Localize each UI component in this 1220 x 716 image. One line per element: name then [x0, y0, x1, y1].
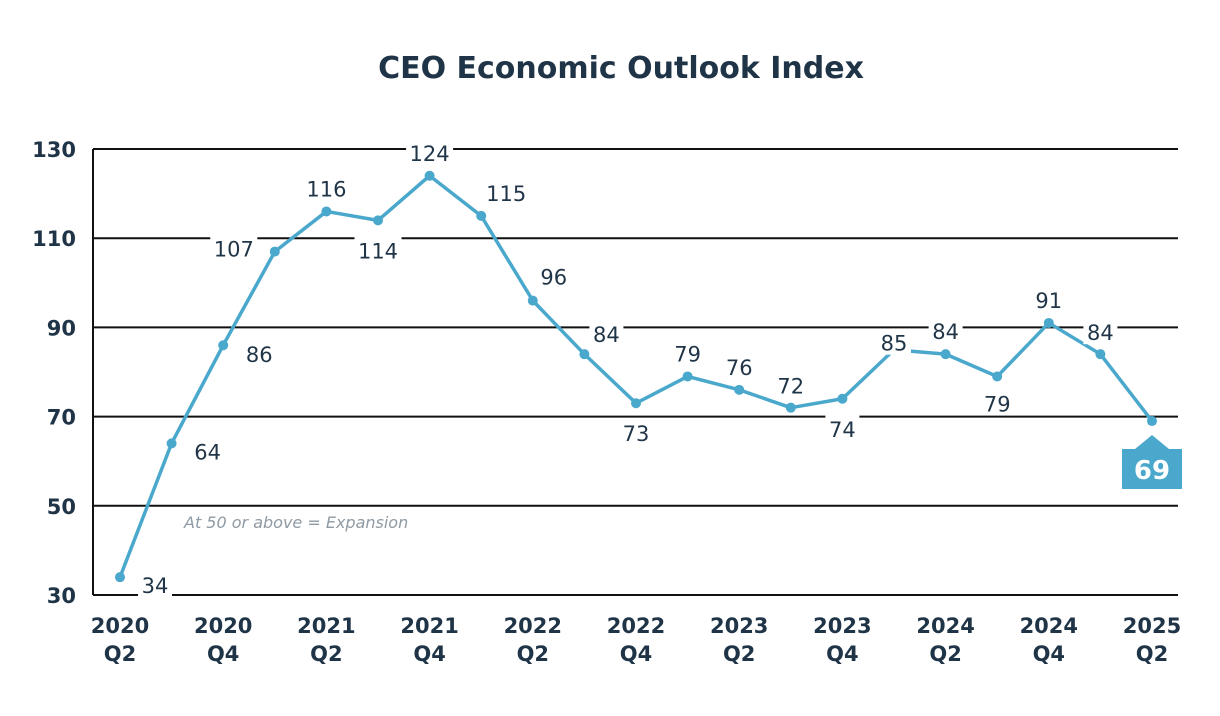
- data-label-bg: [980, 389, 1015, 416]
- data-point: [166, 438, 177, 449]
- data-label: 85: [881, 332, 908, 356]
- data-point: [424, 170, 435, 181]
- data-point: [1043, 317, 1054, 328]
- data-label: 124: [410, 142, 450, 166]
- data-point: [837, 393, 848, 404]
- data-label-bg: [670, 339, 705, 366]
- data-label-bg: [1031, 285, 1066, 312]
- x-tick-year: 2024: [1020, 614, 1078, 638]
- x-tick-quarter: Q4: [620, 642, 652, 666]
- data-point: [527, 295, 538, 306]
- data-label-bg: [406, 138, 454, 165]
- data-point: [992, 371, 1003, 382]
- data-label: 84: [593, 323, 620, 347]
- data-label: 79: [984, 392, 1011, 416]
- data-point: [682, 371, 693, 382]
- data-label-bg: [190, 437, 225, 464]
- x-tick-year: 2023: [813, 614, 871, 638]
- x-tick-year: 2020: [194, 614, 252, 638]
- data-label: 116: [306, 177, 346, 201]
- data-label-bg: [138, 571, 172, 598]
- data-label-bg: [877, 328, 911, 355]
- y-tick-label: 130: [32, 138, 76, 162]
- data-point: [785, 402, 796, 413]
- data-label: 86: [246, 343, 273, 367]
- data-label: 84: [932, 320, 959, 344]
- data-label-bg: [354, 236, 402, 263]
- data-label: 64: [194, 440, 221, 464]
- data-point: [115, 572, 125, 583]
- data-label: 115: [486, 182, 526, 206]
- data-label: 91: [1035, 289, 1062, 313]
- data-label-bg: [210, 234, 258, 261]
- x-tick-year: 2021: [400, 614, 458, 638]
- data-point: [1147, 416, 1157, 427]
- data-point: [631, 398, 641, 409]
- data-label-bg: [1083, 318, 1118, 345]
- x-tick-year: 2022: [504, 614, 562, 638]
- x-tick-year: 2020: [91, 614, 149, 638]
- data-label: 114: [358, 239, 398, 263]
- x-tick-quarter: Q4: [207, 642, 239, 666]
- data-label-bg: [619, 419, 653, 446]
- data-label: 72: [777, 375, 804, 399]
- data-label: 73: [623, 422, 650, 446]
- y-tick-label: 90: [47, 316, 76, 340]
- data-label: 74: [829, 418, 856, 442]
- gridlines: [92, 148, 1178, 596]
- x-tick-quarter: Q2: [929, 642, 961, 666]
- data-label: 34: [142, 574, 169, 598]
- data-label-bg: [589, 320, 624, 347]
- data-label-bg: [482, 178, 530, 205]
- x-tick-quarter: Q4: [1033, 642, 1065, 666]
- data-label-bg: [536, 262, 571, 289]
- callout-value: 69: [1134, 456, 1170, 486]
- data-point: [940, 349, 951, 360]
- x-tick-quarter: Q2: [517, 642, 549, 666]
- data-label: 96: [540, 266, 567, 290]
- data-point: [218, 340, 229, 351]
- data-labels: 34 64 86 107 116 114 124 115 96 84 73 79 76 72 74 85 84 7…: [138, 138, 1118, 598]
- data-label-bg: [928, 317, 963, 344]
- data-point: [1095, 349, 1106, 360]
- data-label-bg: [825, 414, 860, 441]
- data-label: 84: [1087, 321, 1114, 345]
- y-tick-label: 30: [47, 584, 76, 608]
- data-label: 79: [674, 342, 701, 366]
- data-point: [373, 215, 383, 226]
- data-point: [579, 349, 590, 360]
- x-tick-quarter: Q2: [1136, 642, 1168, 666]
- x-tick-year: 2021: [297, 614, 355, 638]
- x-tick-quarter: Q4: [413, 642, 445, 666]
- x-tick-year: 2022: [607, 614, 665, 638]
- data-point: [269, 246, 280, 257]
- data-label-bg: [773, 371, 808, 398]
- data-label-bg: [722, 352, 757, 379]
- x-tick-year: 2024: [916, 614, 974, 638]
- series-line: [115, 170, 1157, 583]
- x-tick-quarter: Q2: [104, 642, 136, 666]
- latest-value-callout: 69: [1122, 435, 1182, 490]
- x-axis-ticks: 2020 Q2 2020 Q4 2021 Q2 2021 Q4 2022 Q2 2022 Q4 2023…: [91, 614, 1181, 666]
- y-tick-label: 110: [32, 227, 76, 251]
- x-tick-year: 2023: [710, 614, 768, 638]
- x-tick-quarter: Q2: [723, 642, 755, 666]
- data-label-bg: [302, 174, 350, 201]
- x-tick-year: 2025: [1123, 614, 1181, 638]
- callout-box: [1122, 435, 1182, 490]
- data-point: [734, 384, 745, 395]
- x-tick-quarter: Q2: [310, 642, 342, 666]
- chart-title: CEO Economic Outlook Index: [378, 51, 864, 86]
- data-label: 76: [726, 356, 753, 380]
- data-label-bg: [242, 340, 277, 367]
- data-point: [476, 210, 487, 221]
- x-tick-quarter: Q4: [826, 642, 858, 666]
- data-label: 107: [214, 238, 254, 262]
- expansion-annotation: At 50 or above = Expansion: [183, 513, 408, 532]
- data-point: [321, 206, 332, 217]
- y-tick-label: 50: [47, 495, 76, 519]
- y-tick-label: 70: [47, 406, 76, 430]
- y-axis-ticks: 30 50 70 90 110 130: [32, 138, 76, 608]
